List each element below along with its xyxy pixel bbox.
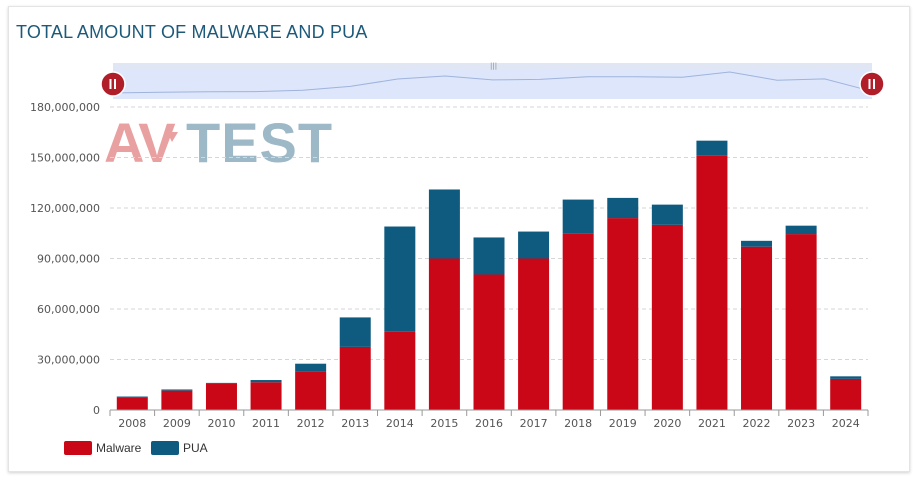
bar-malware-2023[interactable]	[785, 234, 817, 410]
navigator-grip[interactable]: |||	[490, 62, 497, 70]
legend: Malware PUA	[64, 441, 208, 455]
av-test-logo: AV TEST	[104, 111, 333, 174]
chart-title: TOTAL AMOUNT OF MALWARE AND PUA	[16, 22, 368, 42]
x-tick-label-2017: 2017	[520, 417, 548, 430]
y-tick-label: 60,000,000	[37, 303, 100, 316]
navigator-series-line	[112, 71, 873, 94]
legend-label-pua: PUA	[183, 441, 208, 455]
navigator-handle-left[interactable]	[100, 71, 126, 97]
x-tick-label-2023: 2023	[787, 417, 815, 430]
bar-pua-2024[interactable]	[830, 376, 862, 379]
navigator-handle-right[interactable]	[859, 71, 885, 97]
y-tick-label: 120,000,000	[30, 202, 100, 215]
bar-malware-2010[interactable]	[205, 383, 237, 410]
legend-label-malware: Malware	[96, 441, 142, 455]
svg-text:TEST: TEST	[186, 111, 333, 174]
x-tick-label-2016: 2016	[475, 417, 503, 430]
bar-pua-2014[interactable]	[384, 226, 416, 332]
bar-malware-2022[interactable]	[741, 246, 773, 410]
bar-pua-2010[interactable]	[205, 382, 237, 384]
x-tick-label-2010: 2010	[207, 417, 235, 430]
bar-malware-2019[interactable]	[607, 218, 639, 410]
x-tick-label-2011: 2011	[252, 417, 280, 430]
x-tick-label-2008: 2008	[118, 417, 146, 430]
bar-malware-2018[interactable]	[562, 233, 594, 410]
legend-item-pua[interactable]: PUA	[151, 441, 208, 455]
y-tick-label: 90,000,000	[37, 253, 100, 266]
bars	[116, 140, 862, 411]
bar-malware-2013[interactable]	[339, 346, 371, 410]
navigator[interactable]: |||	[112, 62, 873, 99]
y-tick-label: 30,000,000	[37, 354, 100, 367]
x-tick-label-2013: 2013	[341, 417, 369, 430]
bar-malware-2024[interactable]	[830, 378, 862, 410]
bar-malware-2016[interactable]	[473, 274, 505, 410]
bar-pua-2022[interactable]	[741, 240, 773, 247]
axes: 0 30,000,000 60,000,000 90,000,000 120,000,0…	[30, 101, 869, 430]
bar-pua-2021[interactable]	[696, 140, 728, 156]
x-tick-label-2021: 2021	[698, 417, 726, 430]
x-tick-label-2019: 2019	[609, 417, 637, 430]
bar-malware-2014[interactable]	[384, 331, 416, 410]
bar-pua-2017[interactable]	[518, 231, 550, 259]
bar-pua-2011[interactable]	[250, 380, 282, 383]
legend-item-malware[interactable]: Malware	[64, 441, 142, 455]
y-tick-label: 180,000,000	[30, 101, 100, 114]
x-tick-label-2024: 2024	[832, 417, 860, 430]
bar-malware-2017[interactable]	[518, 258, 550, 411]
bar-malware-2009[interactable]	[161, 390, 193, 410]
navigator-selected-range[interactable]	[113, 65, 872, 99]
y-tick-label: 0	[93, 404, 100, 417]
bar-pua-2008[interactable]	[116, 396, 148, 398]
bar-malware-2015[interactable]	[428, 258, 460, 411]
x-tick-label-2018: 2018	[564, 417, 592, 430]
bar-pua-2016[interactable]	[473, 237, 505, 275]
bar-pua-2020[interactable]	[651, 204, 683, 225]
bar-malware-2012[interactable]	[295, 371, 327, 410]
x-tick-label-2015: 2015	[430, 417, 458, 430]
navigator-scroll-track[interactable]	[113, 63, 872, 69]
bar-malware-2011[interactable]	[250, 382, 282, 410]
bar-malware-2008[interactable]	[116, 397, 148, 410]
x-tick-label-2022: 2022	[743, 417, 771, 430]
bar-malware-2020[interactable]	[651, 224, 683, 410]
bar-pua-2023[interactable]	[785, 225, 817, 235]
bar-pua-2019[interactable]	[607, 197, 639, 219]
bar-pua-2009[interactable]	[161, 389, 193, 391]
svg-text:AV: AV	[104, 111, 175, 174]
bar-malware-2021[interactable]	[696, 155, 728, 410]
bar-pua-2013[interactable]	[339, 317, 371, 347]
x-tick-label-2009: 2009	[163, 417, 191, 430]
x-tick-label-2020: 2020	[653, 417, 681, 430]
x-tick-label-2012: 2012	[297, 417, 325, 430]
x-tick-label-2014: 2014	[386, 417, 414, 430]
y-tick-label: 150,000,000	[30, 152, 100, 165]
bar-pua-2012[interactable]	[295, 363, 327, 372]
bar-pua-2018[interactable]	[562, 199, 594, 234]
bar-pua-2015[interactable]	[428, 189, 460, 259]
